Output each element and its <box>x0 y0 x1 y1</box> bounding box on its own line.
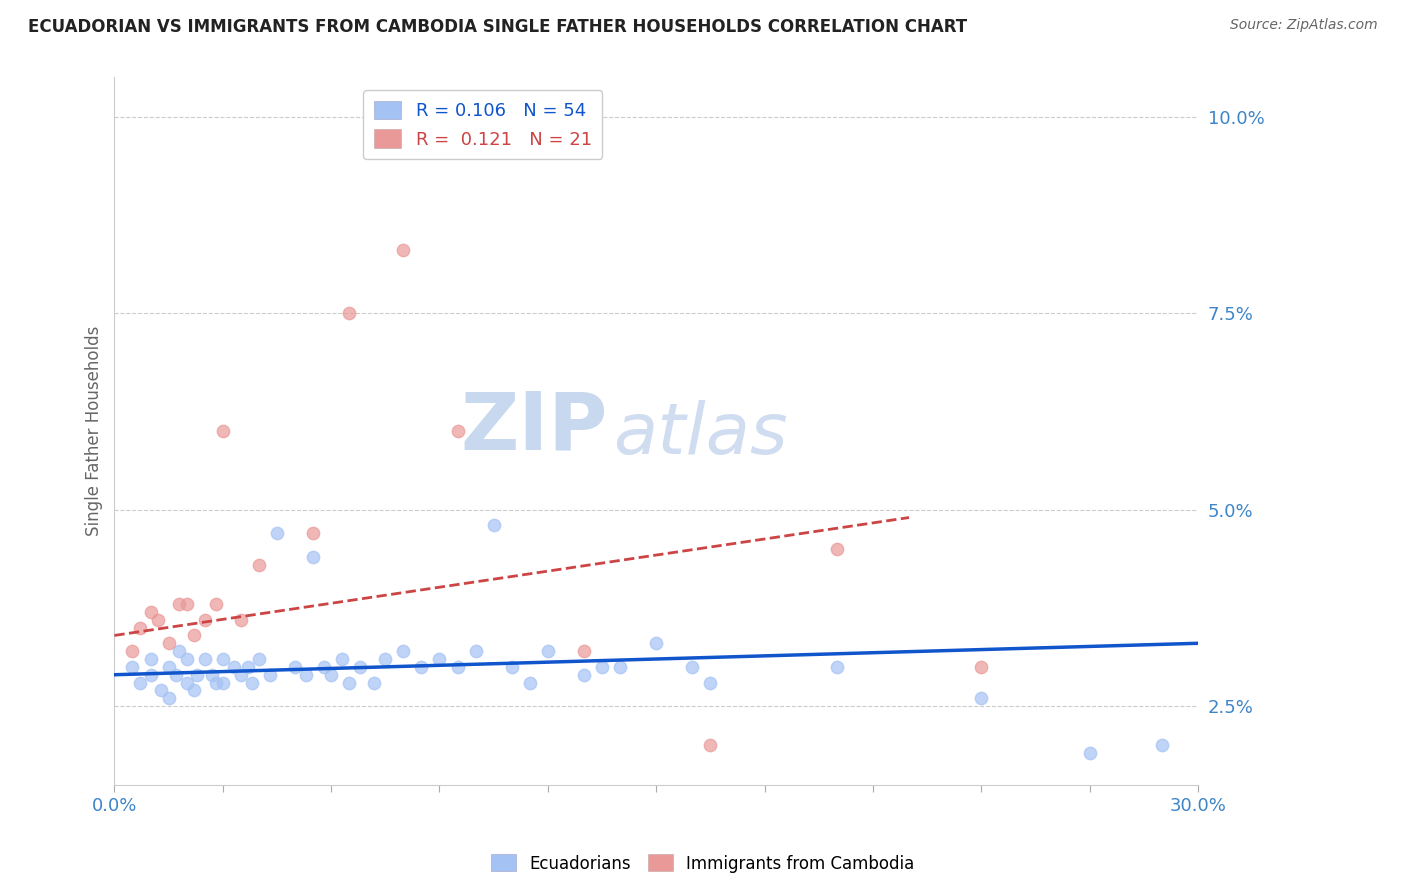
Point <box>201 667 224 681</box>
Point <box>183 628 205 642</box>
Point <box>537 644 560 658</box>
Point <box>591 660 613 674</box>
Point <box>464 644 486 658</box>
Point <box>176 652 198 666</box>
Point <box>337 675 360 690</box>
Text: ZIP: ZIP <box>460 389 607 467</box>
Point <box>411 660 433 674</box>
Point <box>392 644 415 658</box>
Legend: R = 0.106   N = 54, R =  0.121   N = 21: R = 0.106 N = 54, R = 0.121 N = 21 <box>363 90 603 160</box>
Point <box>165 667 187 681</box>
Point <box>211 675 233 690</box>
Y-axis label: Single Father Households: Single Father Households <box>86 326 103 536</box>
Point <box>699 675 721 690</box>
Point <box>284 660 307 674</box>
Point <box>609 660 631 674</box>
Point <box>825 541 848 556</box>
Point <box>312 660 335 674</box>
Point <box>330 652 353 666</box>
Point <box>121 644 143 658</box>
Point <box>446 424 468 438</box>
Point <box>1150 739 1173 753</box>
Point <box>321 667 343 681</box>
Point <box>429 652 451 666</box>
Point <box>572 667 595 681</box>
Point <box>302 549 325 564</box>
Point <box>157 660 180 674</box>
Point <box>363 675 385 690</box>
Point <box>194 613 217 627</box>
Legend: Ecuadorians, Immigrants from Cambodia: Ecuadorians, Immigrants from Cambodia <box>485 847 921 880</box>
Point <box>337 306 360 320</box>
Point <box>374 652 396 666</box>
Point <box>349 660 371 674</box>
Point <box>204 597 226 611</box>
Point <box>519 675 541 690</box>
Point <box>501 660 523 674</box>
Point <box>183 683 205 698</box>
Point <box>825 660 848 674</box>
Point <box>392 244 415 258</box>
Point <box>169 597 191 611</box>
Point <box>222 660 245 674</box>
Point <box>645 636 668 650</box>
Point <box>157 691 180 706</box>
Text: atlas: atlas <box>613 401 787 469</box>
Point <box>128 621 150 635</box>
Point <box>150 683 173 698</box>
Point <box>176 597 198 611</box>
Point <box>572 644 595 658</box>
Point <box>970 660 993 674</box>
Point <box>970 691 993 706</box>
Point <box>211 424 233 438</box>
Point <box>204 675 226 690</box>
Point <box>139 652 162 666</box>
Point <box>236 660 259 674</box>
Point <box>229 613 252 627</box>
Point <box>211 652 233 666</box>
Point <box>446 660 468 674</box>
Point <box>247 652 270 666</box>
Point <box>699 739 721 753</box>
Text: ECUADORIAN VS IMMIGRANTS FROM CAMBODIA SINGLE FATHER HOUSEHOLDS CORRELATION CHAR: ECUADORIAN VS IMMIGRANTS FROM CAMBODIA S… <box>28 18 967 36</box>
Point <box>295 667 318 681</box>
Point <box>157 636 180 650</box>
Point <box>302 526 325 541</box>
Point <box>240 675 263 690</box>
Point <box>229 667 252 681</box>
Point <box>482 518 505 533</box>
Point <box>139 605 162 619</box>
Point <box>128 675 150 690</box>
Text: Source: ZipAtlas.com: Source: ZipAtlas.com <box>1230 18 1378 32</box>
Point <box>247 558 270 572</box>
Point <box>266 526 288 541</box>
Point <box>681 660 703 674</box>
Point <box>259 667 281 681</box>
Point <box>1078 747 1101 761</box>
Point <box>121 660 143 674</box>
Point <box>194 652 217 666</box>
Point <box>139 667 162 681</box>
Point <box>146 613 169 627</box>
Point <box>176 675 198 690</box>
Point <box>169 644 191 658</box>
Point <box>186 667 208 681</box>
